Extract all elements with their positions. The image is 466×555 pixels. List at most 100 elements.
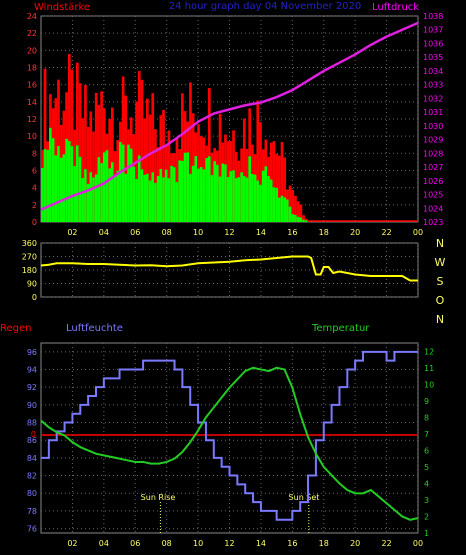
x-tick-label: 12: [224, 228, 234, 237]
humidity-y-tick-label: 78: [27, 507, 37, 516]
wind-bar: [100, 163, 103, 222]
wind-bar: [78, 156, 82, 222]
wind-bar: [272, 187, 276, 222]
wind-bar: [299, 217, 303, 222]
gust-bar: [291, 189, 295, 222]
gust-bar: [296, 201, 300, 222]
temperature-y-tick-label: 5: [424, 463, 429, 472]
wind-bar: [105, 150, 109, 222]
compass-letter: O: [436, 294, 445, 307]
gust-bar: [299, 204, 303, 222]
wind-bar: [81, 178, 85, 222]
pressure-y-tick-label: 1033: [423, 81, 443, 90]
compass-letter: N: [436, 237, 444, 250]
wind-bar: [49, 127, 52, 222]
x-tick-label: 08: [162, 539, 172, 548]
wind-bar: [242, 175, 246, 222]
direction-y-tick-label: 180: [22, 266, 37, 275]
x-tick-label: 02: [67, 539, 77, 548]
temperature-y-tick-label: 9: [424, 397, 429, 406]
wind-bar: [154, 182, 157, 222]
x-tick-label: 18: [319, 228, 329, 237]
wind-bar: [92, 177, 95, 222]
direction-y-tick-label: 90: [27, 280, 37, 289]
humidity-axis-label: Luftfeuchte: [66, 323, 123, 334]
wind-bar: [135, 178, 138, 222]
wind-bar: [264, 166, 268, 222]
wind-bar: [216, 164, 219, 222]
wind-y-tick-label: 16: [27, 81, 37, 90]
wind-direction-line: [40, 255, 418, 282]
humidity-y-tick-label: 94: [27, 366, 37, 375]
wind-bar: [183, 152, 187, 222]
humidity-y-tick-label: 88: [27, 419, 37, 428]
wind-bar: [116, 170, 120, 222]
x-tick-label: 14: [256, 539, 266, 548]
wind-bar: [251, 173, 254, 222]
gust-bar: [92, 131, 95, 222]
wind-bar: [194, 156, 198, 222]
temperature-y-tick-label: 8: [424, 413, 429, 422]
wind-bar: [202, 169, 206, 222]
humidity-y-tick-label: 80: [27, 489, 37, 498]
humidity-y-tick-label: 82: [27, 472, 37, 481]
wind-bar: [286, 199, 289, 222]
wind-bar: [46, 149, 50, 222]
gust-bar: [94, 92, 98, 222]
x-tick-label: 20: [350, 539, 360, 548]
wind-bar: [253, 174, 257, 222]
gust-bar: [78, 83, 82, 222]
wind-bar: [275, 187, 278, 222]
gust-bar: [167, 130, 171, 222]
pressure-y-tick-label: 1035: [423, 53, 443, 62]
wind-y-tick-label: 0: [32, 218, 37, 227]
wind-bar: [84, 169, 87, 222]
x-tick-label: 08: [162, 228, 172, 237]
gust-bar: [151, 93, 155, 222]
wind-bar: [148, 180, 152, 222]
wind-bar: [127, 144, 130, 222]
temperature-y-tick-label: 3: [424, 496, 429, 505]
compass-letter: W: [435, 256, 446, 269]
wind-bar: [65, 138, 68, 222]
wind-bar: [186, 152, 190, 222]
wind-bar: [283, 197, 287, 222]
pressure-y-tick-label: 1038: [423, 12, 443, 21]
chart-title: 24 hour graph day 04 November 2020: [169, 1, 362, 12]
wind-bar: [43, 149, 47, 222]
wind-bar: [259, 184, 262, 222]
rain-zero-label: 0: [31, 430, 36, 439]
gust-bar: [277, 155, 281, 222]
wind-y-tick-label: 10: [27, 132, 37, 141]
wind-y-tick-label: 24: [27, 12, 37, 21]
gust-bar: [189, 82, 192, 223]
wind-bar: [140, 169, 144, 222]
sunset-label: Sun Set: [289, 493, 320, 502]
wind-axis-label: Windstärke: [34, 2, 90, 13]
x-tick-label: 14: [256, 228, 266, 237]
gust-bar: [43, 68, 47, 222]
wind-bar: [62, 154, 66, 222]
x-tick-label: 18: [319, 539, 329, 548]
humidity-y-tick-label: 76: [27, 525, 37, 534]
sunrise-label: Sun Rise: [141, 493, 176, 502]
wind-bar: [226, 177, 230, 222]
wind-bar: [156, 175, 160, 222]
gust-bar: [76, 62, 79, 222]
temperature-y-tick-label: 1: [424, 529, 429, 538]
wind-bar: [199, 167, 203, 222]
wind-bar: [181, 160, 184, 222]
pressure-y-tick-label: 1037: [423, 26, 443, 35]
wind-y-tick-label: 22: [27, 29, 37, 38]
wind-y-tick-label: 12: [27, 115, 37, 124]
gust-bar: [124, 95, 128, 222]
wind-y-tick-label: 8: [32, 149, 37, 158]
wind-bar: [146, 173, 149, 222]
wind-bar: [205, 158, 208, 222]
wind-bar: [170, 165, 173, 222]
wind-bar: [261, 170, 265, 222]
wind-bar: [70, 146, 74, 222]
pressure-y-tick-label: 1031: [423, 108, 443, 117]
pressure-y-tick-label: 1026: [423, 177, 443, 186]
wind-bar: [119, 141, 122, 222]
